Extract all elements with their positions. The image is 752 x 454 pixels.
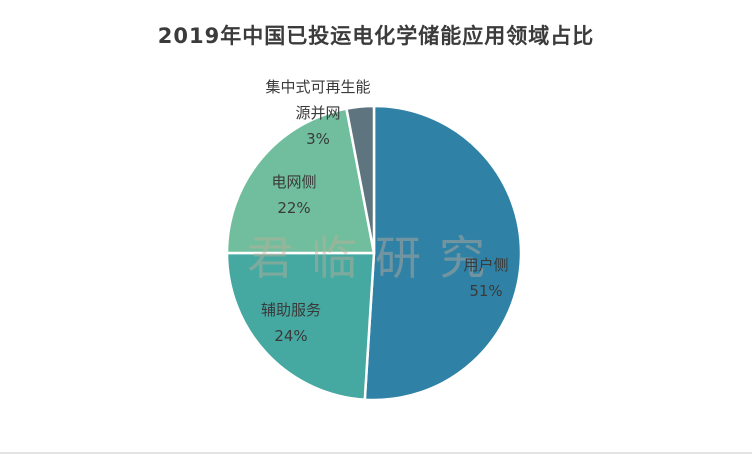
slice-label-grid-side: 电网侧 22%	[271, 169, 316, 221]
pie-slice-renewable-grid-connection	[345, 104, 376, 255]
slice-label-renewable-pct: 3%	[306, 130, 330, 148]
slice-label-grid-side-pct: 22%	[277, 199, 311, 217]
slice-label-renewable-line2: 源并网	[295, 104, 341, 122]
pie-slice-user-side	[363, 104, 523, 402]
slice-label-renewable: 集中式可再生能 源并网 3%	[265, 74, 370, 152]
chart-title: 2019年中国已投运电化学储能应用领域占比	[157, 24, 595, 48]
pie-slice-grid-side	[225, 107, 376, 255]
slice-label-grid-side-name: 电网侧	[271, 173, 317, 191]
slice-label-user-side-name: 用户侧	[463, 256, 509, 274]
slice-label-user-side: 用户侧 51%	[463, 252, 508, 304]
slice-label-auxiliary-service: 辅助服务 24%	[261, 297, 321, 349]
pie-slice-auxiliary-service	[225, 251, 376, 401]
slice-label-auxiliary-service-name: 辅助服务	[260, 301, 322, 319]
slice-label-user-side-pct: 51%	[469, 282, 503, 300]
slice-label-auxiliary-service-pct: 24%	[274, 327, 308, 345]
slice-label-renewable-line1: 集中式可再生能	[265, 78, 371, 96]
